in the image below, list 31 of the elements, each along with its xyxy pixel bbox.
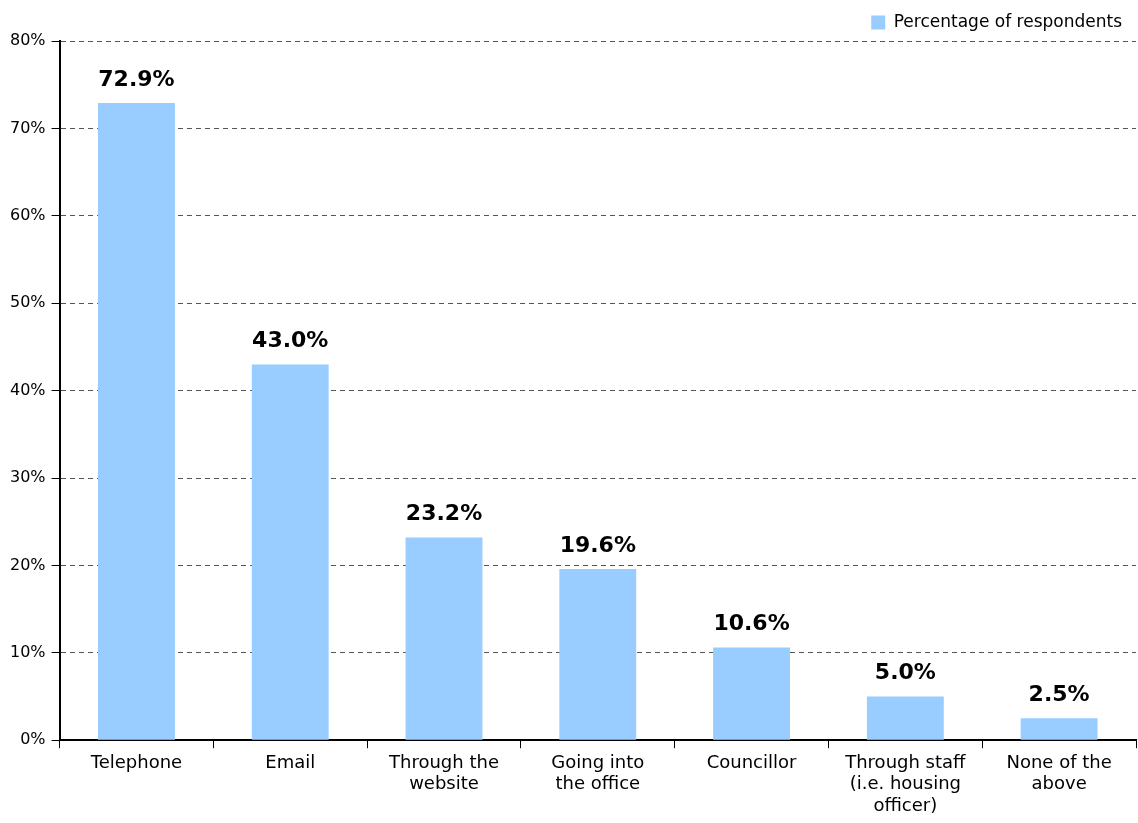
data-label: 2.5% bbox=[1028, 681, 1090, 707]
y-tick-label: 0% bbox=[20, 729, 46, 749]
y-tick-label: 50% bbox=[10, 292, 46, 312]
data-label: 10.6% bbox=[713, 610, 790, 636]
y-tick-label: 60% bbox=[10, 204, 46, 224]
x-tick-label: Telephone bbox=[89, 750, 183, 772]
data-label: 5.0% bbox=[874, 659, 936, 685]
x-tick-label: Going into the office bbox=[551, 750, 645, 794]
bar bbox=[405, 537, 483, 740]
x-tick-label: None of the above bbox=[1006, 750, 1112, 794]
bar bbox=[866, 696, 944, 740]
bar bbox=[1020, 718, 1098, 740]
x-tick-label: Councillor bbox=[706, 750, 798, 772]
y-tick-label: 70% bbox=[10, 117, 46, 137]
data-label: 23.2% bbox=[405, 500, 483, 526]
y-tick-label: 80% bbox=[10, 30, 46, 50]
legend-label: Percentage of respondents bbox=[893, 10, 1123, 31]
bar bbox=[98, 103, 175, 740]
x-tick-label: Email bbox=[265, 750, 316, 772]
bar bbox=[251, 364, 329, 740]
x-tick-label: Through the website bbox=[388, 750, 499, 794]
data-label: 19.6% bbox=[559, 531, 636, 557]
y-tick-label: 30% bbox=[10, 467, 46, 487]
data-label: 43.0% bbox=[252, 327, 329, 353]
y-tick-label: 20% bbox=[10, 554, 46, 574]
y-tick-label: 40% bbox=[10, 379, 46, 399]
y-tick-label: 10% bbox=[10, 641, 46, 661]
bar bbox=[559, 568, 637, 740]
data-label: 72.9% bbox=[98, 65, 175, 91]
x-tick-label: Through staff (i.e. housing officer) bbox=[844, 750, 967, 815]
bar bbox=[713, 647, 790, 740]
